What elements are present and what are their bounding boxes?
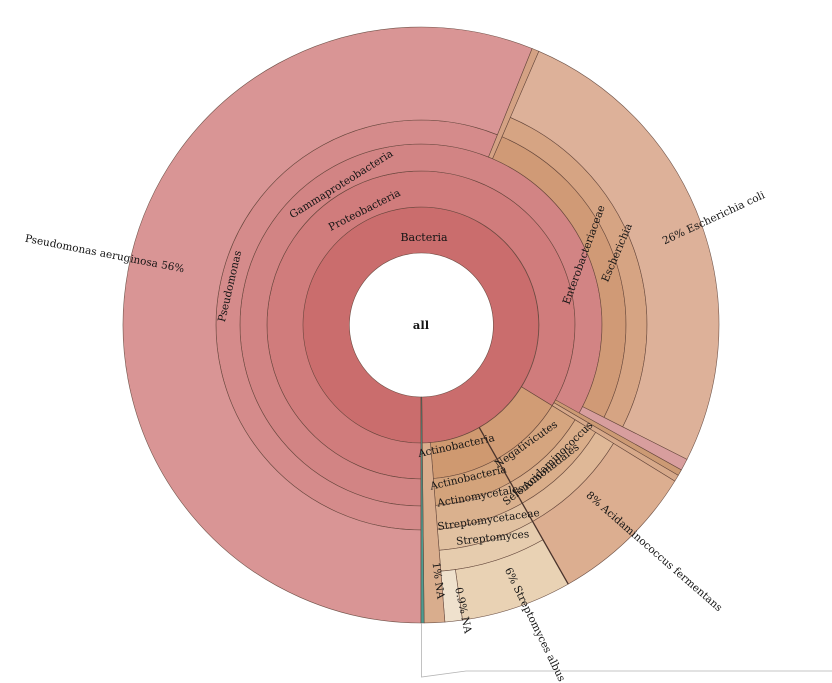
sector-boundary-dark (478, 427, 569, 585)
wedge-teal-sliver[interactable] (420, 396, 425, 624)
ring-label-bacteria: Bacteria (400, 231, 448, 244)
wedge-escherichia-coli[interactable] (509, 50, 720, 460)
wedge-pseudomonas-aeruginosa[interactable] (122, 26, 533, 624)
outer-label-na-1: 1% NA (429, 562, 446, 600)
center-label: all (413, 318, 430, 332)
bottom-leader (421, 623, 832, 678)
